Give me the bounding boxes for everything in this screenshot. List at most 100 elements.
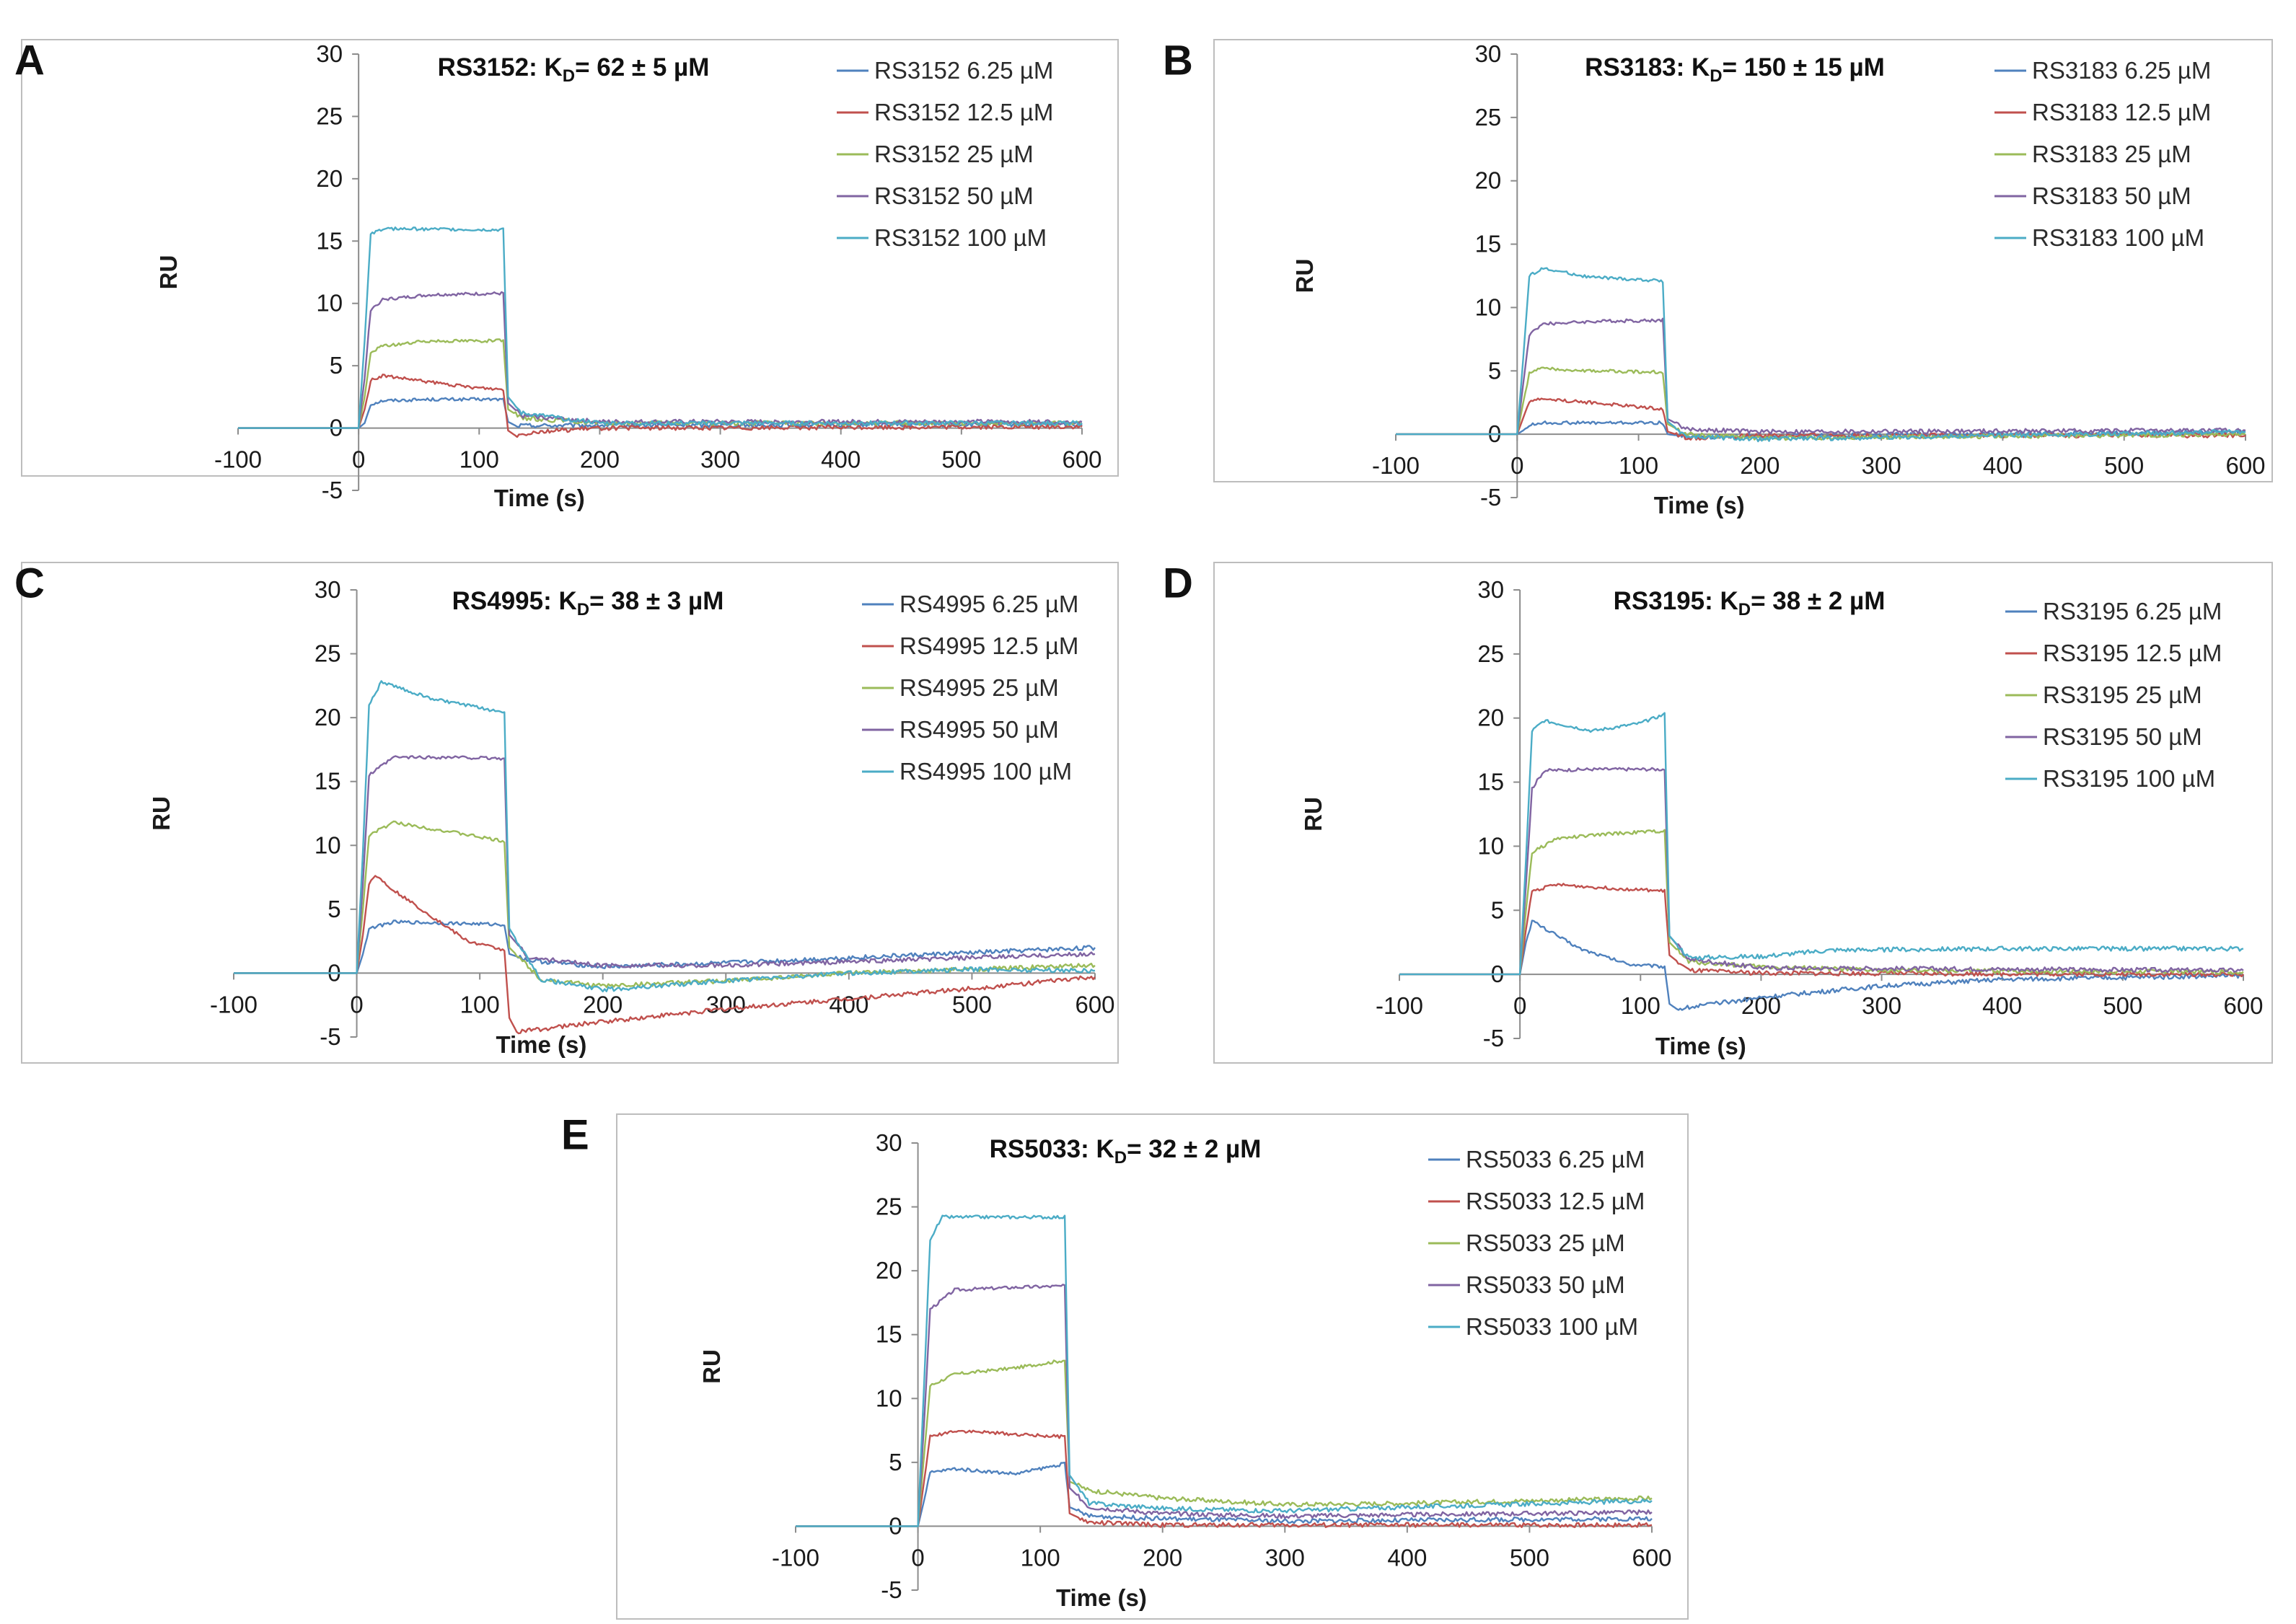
series-line (796, 1359, 1653, 1527)
chart-title-rest: = 38 ± 2 µM (1751, 587, 1885, 615)
legend-label: RS3152 100 µM (874, 224, 1047, 251)
y-axis-title: RU (148, 796, 175, 831)
y-tick-label: 20 (315, 704, 341, 731)
legend-label: RS4995 50 µM (900, 716, 1059, 743)
panel-letter: A (14, 37, 45, 84)
chart-title: RS4995: KD= 38 ± 3 µM (452, 587, 724, 619)
y-axis-title: RU (1300, 797, 1327, 831)
legend-label: RS3195 12.5 µM (2043, 640, 2222, 666)
y-tick-label: 5 (327, 896, 340, 922)
legend-label: RS3183 50 µM (2032, 182, 2191, 209)
x-tick-label: 300 (1862, 452, 1901, 479)
x-tick-label: 200 (583, 991, 623, 1018)
legend-label: RS3152 50 µM (874, 182, 1034, 209)
x-tick-label: 0 (350, 991, 363, 1018)
x-tick-label: 300 (706, 991, 746, 1018)
y-tick-label: 25 (315, 640, 341, 667)
x-tick-label: 600 (1075, 991, 1114, 1018)
chart-title-main: RS5033: K (990, 1135, 1114, 1163)
legend-label: RS3152 25 µM (874, 141, 1034, 167)
y-tick-label: -5 (322, 477, 343, 503)
x-tick-label: 100 (1619, 452, 1658, 479)
y-tick-label: 5 (1491, 896, 1504, 923)
y-tick-label: -5 (881, 1576, 902, 1603)
y-tick-label: 15 (1475, 231, 1502, 257)
chart-title: RS5033: KD= 32 ± 2 µM (990, 1135, 1262, 1168)
y-tick-label: 15 (315, 768, 341, 795)
x-tick-label: 0 (352, 446, 365, 473)
x-tick-label: 400 (821, 446, 861, 473)
series-line (1399, 767, 2244, 976)
y-tick-label: 30 (316, 40, 343, 67)
x-tick-label: 300 (1265, 1544, 1305, 1571)
legend-label: RS3183 6.25 µM (2032, 57, 2211, 84)
chart-title: RS3195: KD= 38 ± 2 µM (1614, 587, 1886, 619)
series-line (796, 1461, 1653, 1527)
x-tick-label: 300 (700, 446, 740, 473)
x-tick-label: 500 (941, 446, 981, 473)
x-tick-label: -100 (210, 991, 258, 1018)
chart-title-subscript: D (1114, 1148, 1127, 1168)
legend-label: RS3152 12.5 µM (874, 99, 1053, 125)
x-tick-label: 100 (459, 446, 499, 473)
x-tick-label: 500 (2104, 452, 2144, 479)
y-tick-label: 10 (1477, 832, 1504, 859)
series-line (1396, 267, 2246, 443)
y-tick-label: 25 (876, 1193, 902, 1220)
series-line (1399, 712, 2244, 976)
chart-title-subscript: D (577, 600, 589, 619)
legend-label: RS4995 25 µM (900, 674, 1059, 701)
series-line (234, 875, 1096, 1035)
series-line (234, 755, 1096, 974)
y-tick-label: 30 (876, 1129, 902, 1156)
legend-label: RS3152 6.25 µM (874, 57, 1053, 84)
x-tick-label: 400 (829, 991, 868, 1018)
series-line (796, 1284, 1653, 1527)
chart-title-main: RS3195: K (1614, 587, 1738, 615)
legend-label: RS3183 25 µM (2032, 141, 2191, 167)
x-tick-label: 0 (1513, 992, 1526, 1019)
chart-title-main: RS3152: K (438, 53, 563, 81)
x-tick-label: 100 (460, 991, 500, 1018)
x-tick-label: 0 (1510, 452, 1523, 479)
legend-label: RS4995 12.5 µM (900, 632, 1078, 659)
chart-frame (21, 562, 1119, 1064)
y-tick-label: -5 (1483, 1025, 1504, 1051)
chart-title: RS3183: KD= 150 ± 15 µM (1585, 53, 1885, 86)
x-tick-label: 100 (1621, 992, 1661, 1019)
x-tick-label: 500 (2103, 992, 2142, 1019)
chart-title-rest: = 32 ± 2 µM (1127, 1135, 1261, 1163)
y-tick-label: 10 (1475, 294, 1502, 320)
panel-letter: E (561, 1112, 589, 1159)
x-tick-label: 400 (1983, 452, 2023, 479)
chart-title-rest: = 62 ± 5 µM (575, 53, 709, 81)
y-tick-label: 20 (316, 165, 343, 192)
x-tick-label: 200 (580, 446, 620, 473)
y-tick-label: 30 (1475, 40, 1502, 67)
y-tick-label: 10 (316, 290, 343, 317)
y-tick-label: 10 (876, 1385, 902, 1411)
x-tick-label: 500 (952, 991, 992, 1018)
y-tick-label: 5 (1488, 357, 1501, 384)
panel-letter: C (14, 560, 45, 607)
chart-frame (1213, 562, 2273, 1064)
legend-label: RS3183 100 µM (2032, 224, 2204, 251)
y-tick-label: 25 (1477, 640, 1504, 667)
legend-label: RS5033 6.25 µM (1466, 1146, 1645, 1173)
series-line (1396, 317, 2246, 436)
chart-title-subscript: D (1710, 66, 1722, 86)
y-tick-label: -5 (320, 1023, 340, 1050)
legend-label: RS4995 6.25 µM (900, 591, 1078, 617)
panel-letter: D (1163, 560, 1193, 607)
x-axis-title: Time (s) (496, 1031, 586, 1058)
x-axis-title: Time (s) (494, 485, 585, 511)
x-axis-title: Time (s) (1655, 1033, 1746, 1059)
x-tick-label: -100 (1372, 452, 1420, 479)
x-tick-label: 600 (2225, 452, 2265, 479)
series-line (1399, 919, 2244, 1011)
x-tick-label: 100 (1021, 1544, 1060, 1571)
legend-label: RS5033 50 µM (1466, 1271, 1625, 1298)
y-tick-label: 5 (330, 352, 343, 379)
legend-label: RS4995 100 µM (900, 758, 1072, 785)
